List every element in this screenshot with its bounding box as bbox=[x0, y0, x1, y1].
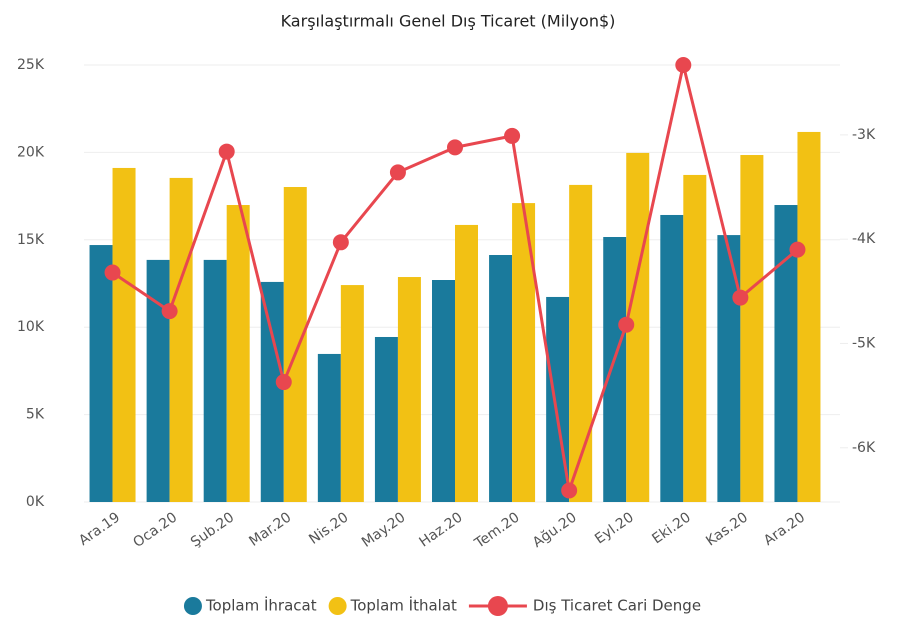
bar bbox=[226, 205, 250, 502]
bar bbox=[112, 167, 136, 502]
bar bbox=[374, 336, 398, 502]
x-tick-label: Ara.19 bbox=[76, 509, 123, 549]
y-tick-label: 20K bbox=[17, 144, 45, 160]
bar bbox=[260, 281, 284, 502]
x-tick-label: Ağu.20 bbox=[530, 509, 580, 551]
x-tick-label: May.20 bbox=[359, 509, 408, 550]
y2-tick-label: -5K bbox=[852, 335, 876, 351]
bar bbox=[603, 237, 627, 502]
bar bbox=[797, 131, 821, 502]
legend-label: Dış Ticaret Cari Denge bbox=[533, 597, 701, 615]
bar bbox=[740, 155, 764, 502]
bar bbox=[489, 255, 513, 502]
y-tick-label: 5K bbox=[26, 407, 45, 423]
bar bbox=[169, 177, 193, 502]
x-tick-label: Şub.20 bbox=[188, 509, 237, 550]
line-point bbox=[789, 241, 806, 258]
line-point bbox=[447, 139, 463, 156]
line-point bbox=[504, 127, 521, 144]
legend-marker bbox=[487, 596, 508, 616]
line-point bbox=[675, 57, 692, 73]
bar bbox=[512, 203, 536, 503]
y-tick-label: 10K bbox=[17, 319, 45, 335]
bar bbox=[397, 277, 421, 502]
line-point bbox=[618, 316, 635, 333]
bar bbox=[455, 224, 478, 502]
line-point bbox=[732, 289, 749, 306]
x-tick-label: Ara.20 bbox=[761, 509, 808, 549]
line-point bbox=[332, 234, 349, 251]
y2-tick-label: -3K bbox=[852, 127, 876, 143]
y-tick-label: 0K bbox=[26, 494, 45, 510]
line-point bbox=[218, 143, 235, 160]
chart-title: Karşılaştırmalı Genel Dış Ticaret (Milyo… bbox=[281, 12, 616, 31]
y2-tick-label: -6K bbox=[852, 440, 876, 456]
bar bbox=[432, 280, 455, 502]
bar bbox=[569, 184, 593, 503]
y2-tick-label: -4K bbox=[852, 231, 876, 247]
legend-marker bbox=[183, 597, 202, 615]
bar bbox=[340, 285, 364, 502]
line-point bbox=[104, 264, 121, 281]
y-tick-label: 15K bbox=[17, 232, 45, 248]
bar bbox=[203, 259, 227, 502]
line-point bbox=[161, 303, 178, 320]
x-tick-label: Tem.20 bbox=[471, 509, 523, 552]
x-tick-label: Mar.20 bbox=[246, 509, 294, 549]
x-tick-label: Haz.20 bbox=[416, 509, 465, 550]
x-tick-label: Eyl.20 bbox=[592, 509, 637, 547]
line-point bbox=[561, 482, 578, 499]
legend: Toplam İhracat Toplam İthalat Dış Ticaret … bbox=[183, 596, 701, 616]
x-tick-label: Eki.20 bbox=[649, 509, 693, 547]
bar bbox=[146, 259, 170, 502]
bar bbox=[683, 174, 707, 502]
legend-marker bbox=[328, 597, 347, 615]
bar bbox=[717, 235, 741, 503]
line-point bbox=[389, 164, 406, 181]
x-tick-label: Kas.20 bbox=[703, 509, 751, 549]
bar bbox=[317, 353, 341, 502]
y-tick-label: 25K bbox=[17, 57, 45, 73]
legend-label: Toplam İthalat bbox=[350, 596, 457, 615]
x-tick-label: Nis.20 bbox=[306, 509, 351, 547]
line-point bbox=[275, 374, 292, 391]
bar bbox=[283, 187, 307, 502]
x-tick-label: Oca.20 bbox=[130, 509, 180, 551]
bar bbox=[89, 245, 113, 502]
bar bbox=[660, 214, 684, 502]
bar bbox=[774, 205, 798, 502]
legend-label: Toplam İhracat bbox=[205, 596, 317, 615]
